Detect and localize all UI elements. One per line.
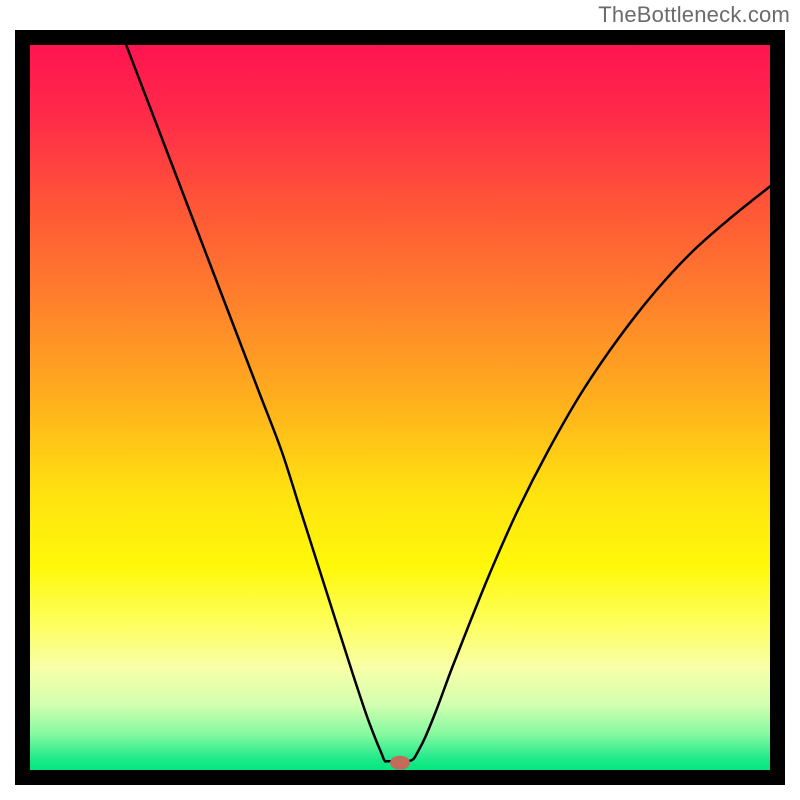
chart-container: TheBottleneck.com <box>0 0 800 800</box>
plot-background <box>30 45 770 770</box>
bottleneck-chart-svg <box>0 0 800 800</box>
watermark-text: TheBottleneck.com <box>598 2 790 28</box>
optimum-marker <box>390 756 410 770</box>
